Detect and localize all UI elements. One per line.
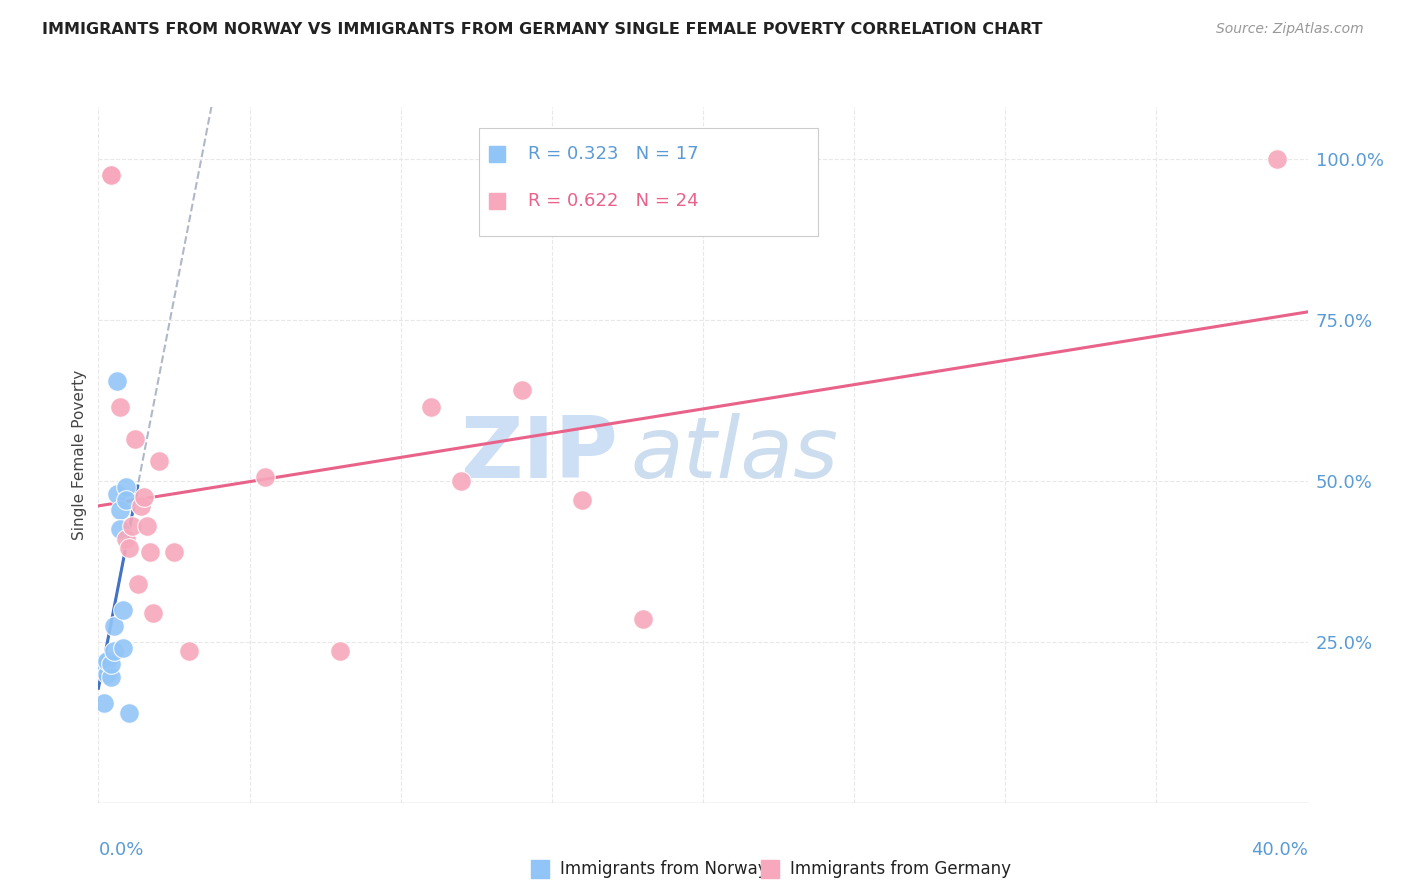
Point	[1267, 152, 1289, 166]
Point	[105, 374, 128, 388]
Point	[132, 490, 155, 504]
Text: R = 0.622   N = 24: R = 0.622 N = 24	[527, 192, 699, 210]
Point	[111, 641, 134, 656]
Point	[108, 400, 131, 414]
Point	[108, 522, 131, 536]
Text: Immigrants from Norway: Immigrants from Norway	[561, 860, 768, 878]
Point	[139, 544, 162, 558]
Text: atlas: atlas	[630, 413, 838, 497]
Point	[253, 470, 276, 484]
Point	[100, 168, 122, 182]
Point	[105, 486, 128, 500]
Text: R = 0.323   N = 17: R = 0.323 N = 17	[527, 145, 699, 163]
Point	[127, 576, 149, 591]
Point	[114, 480, 136, 494]
Text: ZIP: ZIP	[461, 413, 619, 497]
Point	[114, 493, 136, 508]
Text: 0.0%: 0.0%	[98, 841, 143, 859]
Point	[114, 532, 136, 546]
Point	[103, 644, 125, 658]
Point	[571, 493, 593, 508]
Point	[93, 696, 115, 710]
Point	[179, 644, 201, 658]
Point	[111, 602, 134, 616]
Point	[96, 654, 118, 668]
Text: Source: ZipAtlas.com: Source: ZipAtlas.com	[1216, 22, 1364, 37]
Y-axis label: Single Female Poverty: Single Female Poverty	[72, 370, 87, 540]
Point	[96, 667, 118, 681]
Point	[163, 544, 186, 558]
Point	[108, 502, 131, 516]
Point	[420, 400, 443, 414]
Point	[118, 706, 141, 720]
Point	[100, 168, 122, 182]
Point	[129, 500, 152, 514]
Point	[135, 518, 157, 533]
Point	[90, 657, 112, 672]
Point	[103, 618, 125, 632]
Text: Immigrants from Germany: Immigrants from Germany	[790, 860, 1011, 878]
Point	[148, 454, 170, 468]
Point	[124, 432, 146, 446]
Point	[329, 644, 352, 658]
FancyBboxPatch shape	[479, 128, 818, 235]
Point	[510, 384, 533, 398]
Text: 40.0%: 40.0%	[1251, 841, 1308, 859]
Point	[450, 474, 472, 488]
Point	[118, 541, 141, 556]
Point	[142, 606, 165, 620]
Text: IMMIGRANTS FROM NORWAY VS IMMIGRANTS FROM GERMANY SINGLE FEMALE POVERTY CORRELAT: IMMIGRANTS FROM NORWAY VS IMMIGRANTS FRO…	[42, 22, 1043, 37]
Point	[121, 518, 143, 533]
Point	[100, 670, 122, 684]
Point	[631, 612, 654, 626]
Point	[100, 657, 122, 672]
